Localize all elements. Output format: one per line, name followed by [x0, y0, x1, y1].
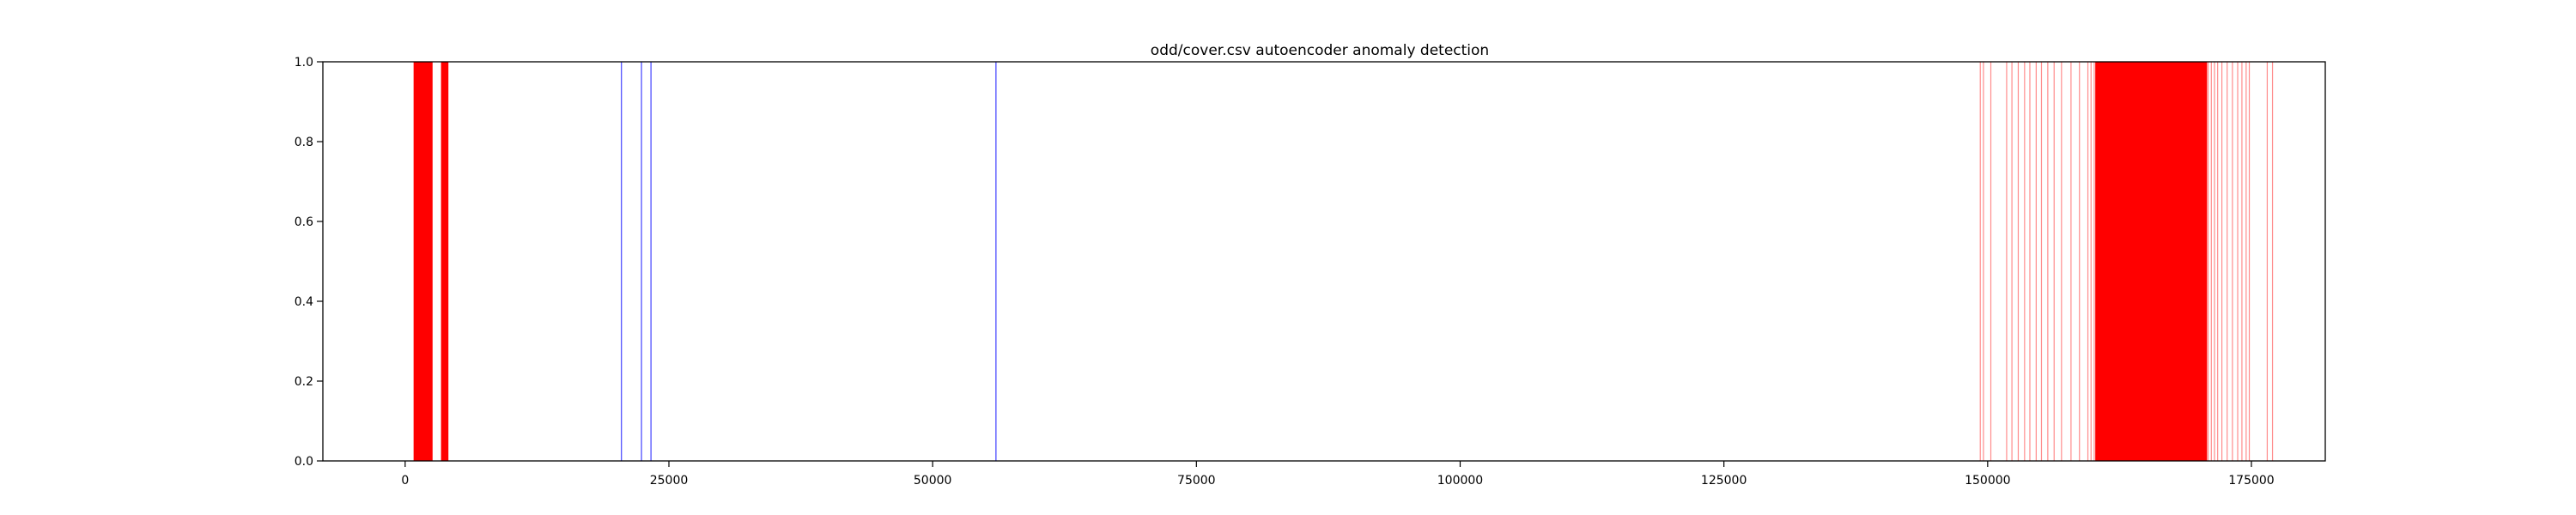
x-tick-label: 75000: [1177, 474, 1216, 488]
y-tick-label: 0.6: [295, 215, 313, 229]
x-tick-label: 0: [401, 474, 409, 488]
y-tick-label: 0.8: [295, 136, 313, 149]
y-tick-label: 0.4: [295, 295, 313, 309]
y-tick-label: 1.0: [295, 56, 313, 70]
x-tick-label: 125000: [1701, 474, 1747, 488]
plot-frame: [322, 61, 2326, 462]
anomaly-band: [440, 62, 449, 461]
x-axis: 0 25000 50000 75000 100000 125000 150000 175000: [401, 461, 2275, 488]
y-axis: 0.0 0.2 0.4 0.6 0.8 1.0: [295, 56, 323, 469]
x-tick-label: 175000: [2228, 474, 2274, 488]
x-tick-label: 25000: [650, 474, 689, 488]
y-tick-label: 0.2: [295, 375, 313, 389]
anomaly-band: [2095, 62, 2208, 461]
x-tick-label: 50000: [914, 474, 952, 488]
chart-title: odd/cover.csv autoencoder anomaly detect…: [1151, 42, 1489, 59]
x-tick-label: 150000: [1965, 474, 2010, 488]
anomaly-band: [413, 62, 433, 461]
x-tick-label: 100000: [1437, 474, 1483, 488]
y-tick-label: 0.0: [295, 455, 313, 469]
plot-marks: [413, 62, 2274, 461]
